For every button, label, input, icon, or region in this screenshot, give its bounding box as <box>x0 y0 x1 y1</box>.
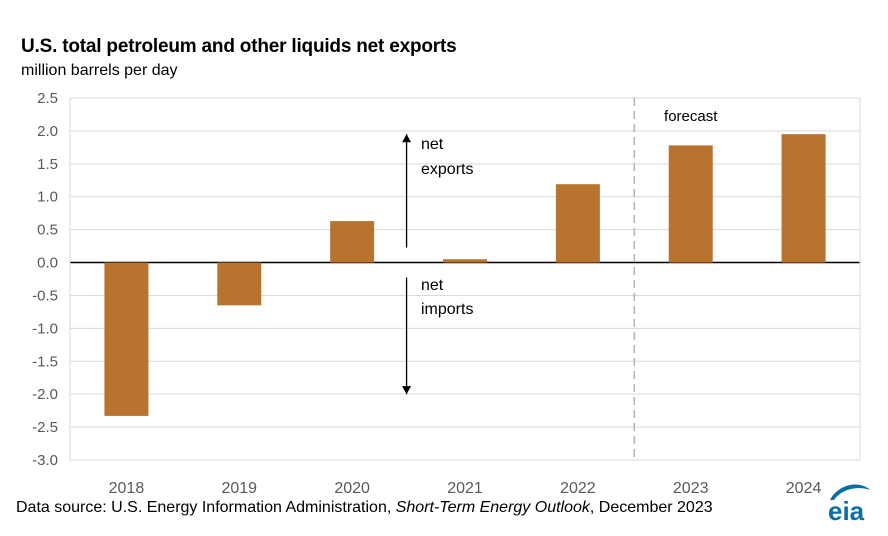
eia-logo-swoosh-icon <box>830 484 870 500</box>
y-tick-label: -1.5 <box>32 353 58 370</box>
bar-2021 <box>442 259 488 263</box>
y-tick-label: 2.5 <box>37 90 58 107</box>
arrow-up-icon <box>402 134 412 143</box>
chart-title: U.S. total petroleum and other liquids n… <box>21 36 457 57</box>
annotation-up-line-1: net <box>421 136 444 153</box>
bar-2024 <box>781 134 826 263</box>
bar-2023 <box>668 145 713 263</box>
x-tick-label: 2023 <box>673 480 709 497</box>
y-tick-label: 2.0 <box>37 123 58 140</box>
grid-lines <box>69 97 861 461</box>
y-tick-label: -2.0 <box>32 386 58 403</box>
bar-2020 <box>330 221 375 263</box>
y-tick-label: -1.0 <box>32 320 58 337</box>
forecast-label: forecast <box>664 108 718 125</box>
x-axis-ticks: 2018 2019 2020 2021 2022 2023 2024 <box>109 480 822 497</box>
bar-2018 <box>104 262 149 416</box>
annotation-down-line-1: net <box>421 277 444 294</box>
x-tick-label: 2021 <box>447 480 483 497</box>
y-tick-label: -3.0 <box>32 452 58 469</box>
y-axis-ticks: 2.5 2.0 1.5 1.0 0.5 0.0 -0.5 -1.0 -1.5 -2.0 -2.5 -3… <box>32 90 58 469</box>
arrow-down-icon <box>402 386 412 395</box>
x-tick-label: 2020 <box>334 480 370 497</box>
bars <box>104 134 826 416</box>
x-tick-label: 2022 <box>560 480 596 497</box>
annotation-up-line-2: exports <box>421 161 473 178</box>
y-tick-label: 0.5 <box>37 222 58 239</box>
chart-subtitle: million barrels per day <box>21 62 178 79</box>
y-tick-label: -2.5 <box>32 419 58 436</box>
bar-2022 <box>555 184 600 263</box>
y-tick-label: 0.0 <box>37 255 58 272</box>
x-tick-label: 2018 <box>109 480 145 497</box>
y-tick-label: 1.0 <box>37 189 58 206</box>
annotation-down-line-2: imports <box>421 301 473 318</box>
x-tick-label: 2019 <box>221 480 257 497</box>
eia-logo-text: eia <box>828 496 865 526</box>
annotation-arrows <box>402 134 412 395</box>
data-source: Data source: U.S. Energy Information Adm… <box>16 499 713 516</box>
y-tick-label: 1.5 <box>37 156 58 173</box>
bar-2019 <box>217 262 262 306</box>
eia-logo: eia <box>828 484 870 526</box>
x-tick-label: 2024 <box>786 480 822 497</box>
y-tick-label: -0.5 <box>32 287 58 304</box>
